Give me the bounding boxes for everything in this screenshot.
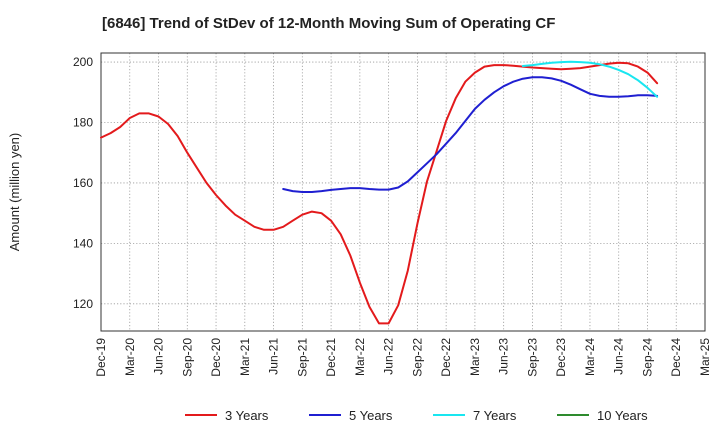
chart-title: [6846] Trend of StDev of 12-Month Moving… bbox=[102, 15, 555, 32]
series-line-3-years bbox=[100, 61, 659, 325]
x-tick-label: Dec-21 bbox=[324, 338, 338, 377]
x-tick-label: Sep-23 bbox=[525, 338, 539, 377]
y-tick-label: 200 bbox=[73, 55, 93, 69]
x-tick-label: Jun-20 bbox=[152, 338, 166, 375]
x-tick-label: Dec-19 bbox=[94, 338, 108, 377]
series-line-5-years bbox=[282, 76, 659, 193]
x-tick-label: Mar-23 bbox=[468, 338, 482, 376]
y-tick-label: 160 bbox=[73, 176, 93, 190]
x-tick-label: Mar-24 bbox=[583, 338, 597, 376]
x-axis-ticks: Dec-19 Mar-20 Jun-20 Sep-20 Dec-20 Mar-21 Jun-… bbox=[94, 338, 712, 377]
x-tick-label: Sep-20 bbox=[180, 338, 194, 377]
y-tick-label: 120 bbox=[73, 297, 93, 311]
legend-label-5-years: 5 Years bbox=[349, 408, 393, 423]
y-tick-label: 180 bbox=[73, 116, 93, 130]
y-tick-label: 140 bbox=[73, 236, 93, 250]
x-tick-label: Dec-22 bbox=[439, 338, 453, 377]
x-tick-label: Mar-25 bbox=[698, 338, 712, 376]
x-tick-label: Mar-20 bbox=[123, 338, 137, 376]
x-tick-label: Mar-21 bbox=[238, 338, 252, 376]
grid-lines bbox=[100, 53, 706, 331]
x-tick-label: Dec-20 bbox=[209, 338, 223, 377]
x-tick-label: Sep-21 bbox=[295, 338, 309, 377]
x-tick-label: Jun-23 bbox=[497, 338, 511, 375]
series-line-7-years bbox=[521, 60, 659, 98]
x-tick-label: Jun-22 bbox=[382, 338, 396, 375]
x-tick-label: Mar-22 bbox=[353, 338, 367, 376]
series-lines bbox=[100, 60, 659, 325]
y-axis-ticks: 120 140 160 180 200 bbox=[73, 55, 93, 311]
x-tick-label: Dec-24 bbox=[669, 338, 683, 377]
legend-label-7-years: 7 Years bbox=[473, 408, 517, 423]
x-tick-label: Dec-23 bbox=[554, 338, 568, 377]
x-tick-label: Sep-24 bbox=[640, 338, 654, 377]
plot-area-border bbox=[100, 52, 706, 332]
y-axis-label: Amount (million yen) bbox=[7, 133, 22, 252]
x-tick-label: Jun-21 bbox=[267, 338, 281, 375]
legend-label-3-years: 3 Years bbox=[225, 408, 269, 423]
x-tick-label: Jun-24 bbox=[612, 338, 626, 375]
legend: 3 Years 5 Years 7 Years 10 Years bbox=[185, 408, 648, 423]
plot-frame bbox=[100, 52, 706, 332]
x-tick-label: Sep-22 bbox=[410, 338, 424, 377]
legend-label-10-years: 10 Years bbox=[597, 408, 648, 423]
